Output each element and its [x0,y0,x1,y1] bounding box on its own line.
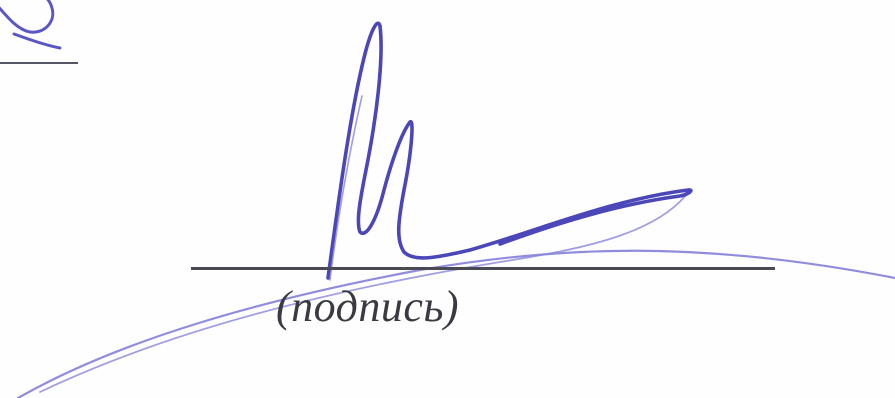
top-left-underline [0,62,78,64]
ascender-stroke [329,95,363,281]
top-left-scribble [0,0,62,50]
sweep-stroke-upper [39,189,691,393]
signature-caption: (подпись) [276,282,460,331]
signature-loop [326,21,693,280]
signature-line [191,267,775,270]
